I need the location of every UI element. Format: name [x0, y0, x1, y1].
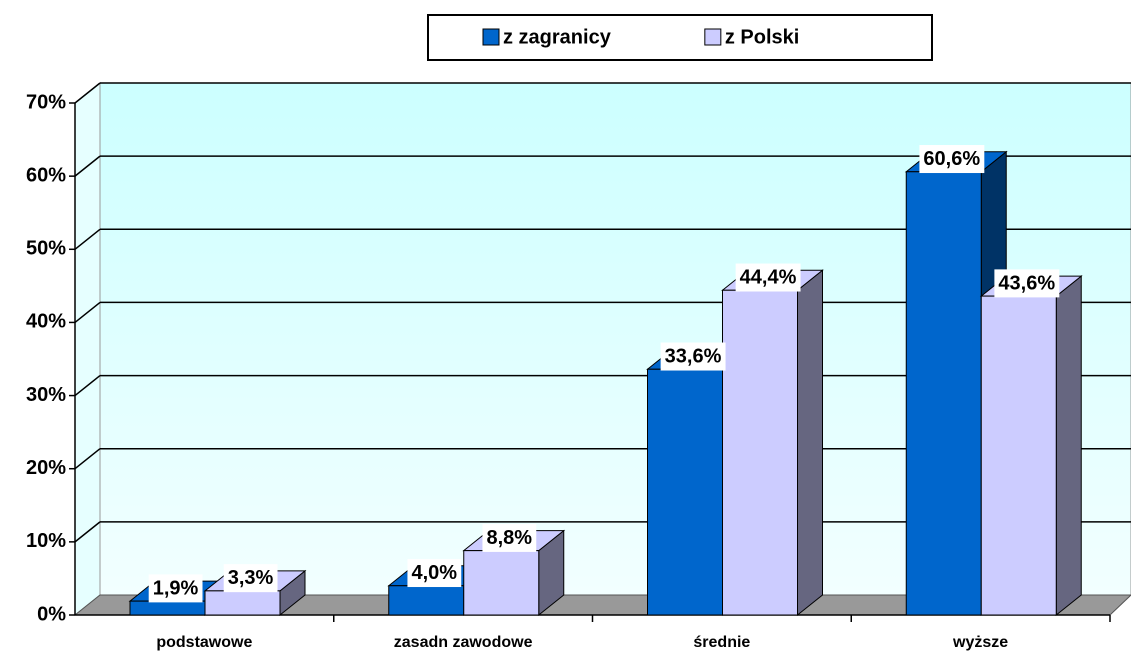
value-label: 3,3% [223, 564, 278, 593]
value-label-box [482, 523, 537, 552]
legend-label: z Polski [725, 26, 799, 48]
value-label-text: 60,6% [923, 148, 980, 170]
y-tick-label: 40% [26, 311, 66, 333]
value-label-text: 1,9% [153, 577, 199, 599]
legend-swatch [704, 28, 722, 46]
value-label: 33,6% [660, 342, 726, 371]
x-tick-label: podstawowe [156, 634, 252, 651]
y-tick-label: 60% [26, 164, 66, 186]
grid-line [74, 448, 101, 470]
value-label: 1,9% [148, 574, 203, 603]
y-tick-label: 0% [37, 603, 66, 625]
bar-side [1055, 275, 1082, 617]
bar [463, 550, 540, 616]
bar [905, 171, 982, 616]
bar [647, 368, 723, 616]
bar [129, 600, 206, 616]
y-tick-label: 20% [26, 457, 66, 479]
legend-swatch [482, 28, 500, 46]
value-label-text: 3,3% [228, 567, 274, 589]
value-label-text: 43,6% [998, 272, 1055, 294]
grid-line [74, 301, 101, 324]
value-label-box [660, 342, 726, 371]
bar-side [797, 269, 823, 617]
bar [388, 585, 465, 616]
value-label: 43,6% [994, 269, 1060, 298]
y-tick-label: 30% [26, 384, 66, 406]
value-label-box [223, 564, 278, 593]
value-label-box [994, 269, 1060, 298]
value-label-text: 4,0% [411, 562, 457, 584]
value-label-text: 33,6% [665, 346, 722, 368]
legend-box [427, 14, 933, 61]
grid-line [74, 228, 101, 250]
x-tick-label: wyższe [952, 634, 1008, 651]
value-label: 44,4% [735, 263, 801, 292]
value-label: 60,6% [919, 145, 985, 174]
value-label-text: 44,4% [740, 267, 797, 289]
legend: z zagranicy z Polski [427, 14, 933, 61]
grid-line [74, 521, 101, 543]
value-label-box [735, 263, 801, 292]
grid-line [74, 374, 101, 397]
value-label: 4,0% [407, 559, 462, 588]
value-label-box [407, 559, 462, 588]
legend-label: z zagranicy [503, 26, 612, 48]
grid-line [74, 82, 101, 104]
side-wall [74, 81, 101, 617]
y-tick-label: 50% [26, 238, 66, 260]
y-tick-label: 10% [26, 530, 66, 552]
bar [722, 289, 798, 616]
value-label-box [148, 574, 203, 603]
value-label-box [919, 145, 985, 174]
grid-line [74, 155, 101, 177]
value-label-text: 8,8% [486, 527, 532, 549]
y-tick-label: 70% [26, 91, 66, 113]
x-tick-label: średnie [693, 634, 750, 651]
bar [980, 295, 1057, 616]
value-label: 8,8% [482, 523, 537, 552]
x-tick-label: zasadn zawodowe [394, 634, 533, 651]
bar [204, 590, 281, 616]
